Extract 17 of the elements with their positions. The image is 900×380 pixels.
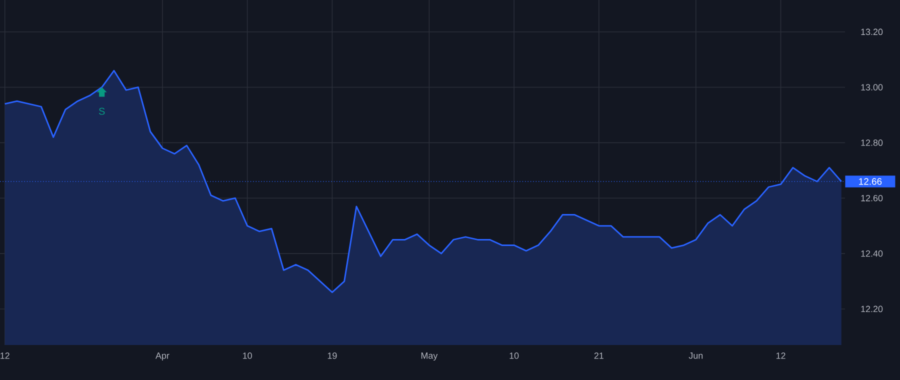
- y-tick-label: 12.40: [861, 250, 883, 257]
- x-tick-label: 21: [594, 352, 604, 359]
- ref-line-label: 12.66: [859, 178, 882, 185]
- y-tick-label: 12.20: [861, 306, 883, 312]
- x-tick-label: 19: [328, 352, 337, 359]
- y-tick-label: 13.00: [861, 84, 883, 90]
- x-tick-label: 12: [776, 352, 786, 359]
- x-tick-label: Apr: [155, 352, 170, 361]
- x-tick-label: 12: [0, 352, 10, 359]
- x-tick-label: May: [421, 352, 438, 361]
- x-tick-label: 10: [510, 352, 519, 359]
- y-tick-label: 12.60: [861, 194, 883, 202]
- x-tick-label: Jun: [688, 352, 703, 359]
- annotation: S: [98, 108, 105, 115]
- x-tick-label: 10: [243, 352, 252, 359]
- y-tick-label: 13.20: [861, 28, 883, 36]
- y-tick-label: 12.80: [861, 140, 883, 146]
